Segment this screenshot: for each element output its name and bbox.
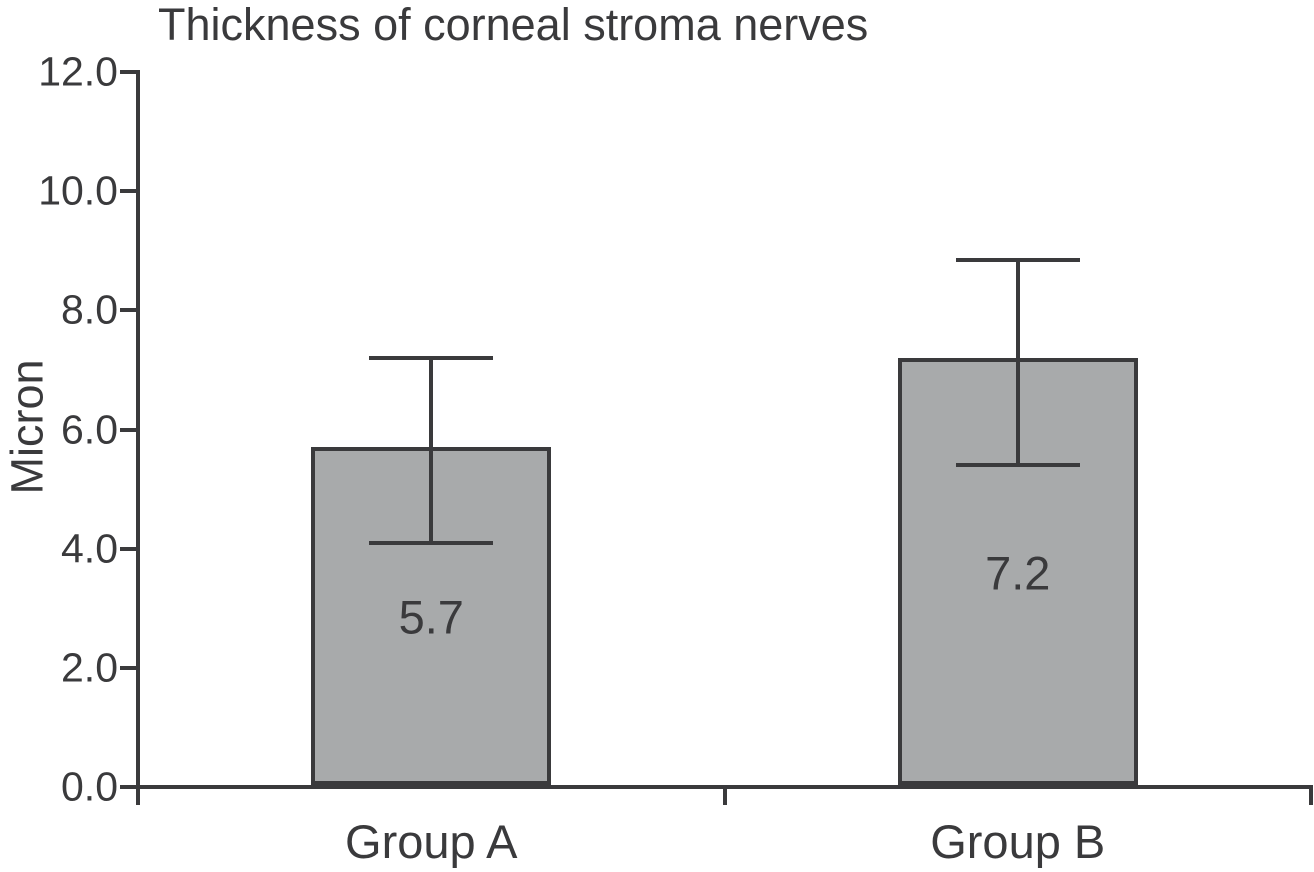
error-bar-lower-cap: [955, 463, 1080, 468]
chart-title: Thickness of corneal stroma nerves: [158, 0, 869, 50]
x-category-label: Group B: [930, 815, 1106, 868]
y-axis-line: [136, 70, 140, 789]
y-tick-mark: [120, 189, 136, 194]
y-tick-mark: [120, 308, 136, 313]
y-tick-mark: [120, 665, 136, 670]
y-tick-label: 8.0: [61, 286, 118, 333]
error-bar-upper-cap: [955, 257, 1080, 262]
y-tick-mark: [120, 427, 136, 432]
x-category-label: Group A: [345, 815, 518, 868]
error-bar-line: [429, 358, 434, 543]
error-bar-upper-cap: [369, 356, 494, 360]
y-tick-label: 0.0: [61, 763, 118, 810]
y-tick-label: 2.0: [61, 644, 118, 691]
y-tick-label: 4.0: [61, 525, 118, 572]
x-axis-boundary-tick: [722, 785, 727, 805]
y-tick-label: 10.0: [38, 167, 118, 214]
bar-value-label: 5.7: [398, 590, 464, 644]
error-bar-lower-cap: [369, 540, 494, 545]
y-tick-mark: [120, 546, 136, 551]
y-tick-mark: [120, 785, 136, 789]
bar-value-label: 7.2: [985, 546, 1051, 599]
x-axis-boundary-tick: [1309, 785, 1313, 805]
y-tick-label: 6.0: [61, 406, 118, 452]
y-tick-label: 12.0: [38, 48, 118, 95]
x-axis-boundary-tick: [136, 785, 140, 805]
y-tick-mark: [120, 70, 136, 74]
error-bar-line: [1015, 259, 1020, 466]
